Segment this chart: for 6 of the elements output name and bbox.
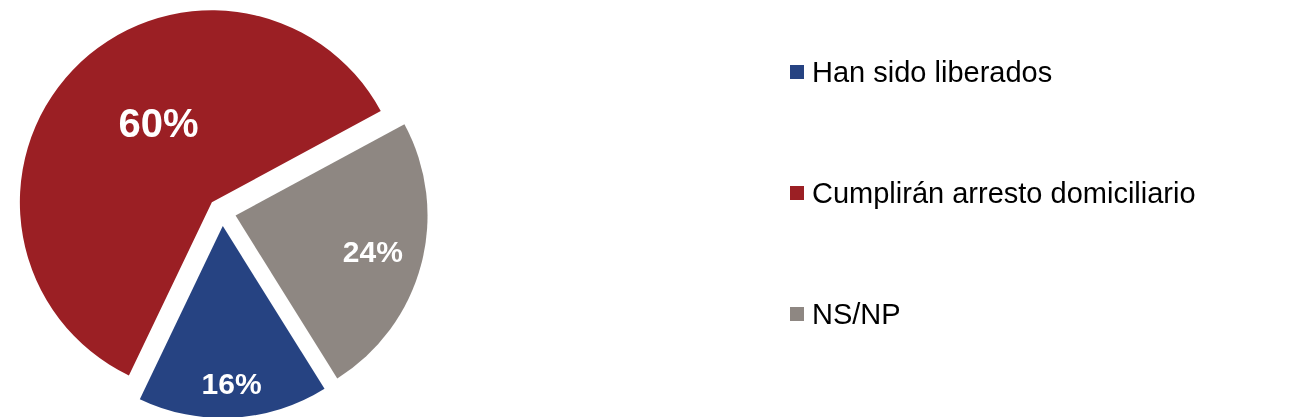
- legend-label: NS/NP: [812, 298, 901, 330]
- data-label: 24%: [342, 235, 403, 269]
- data-label: 60%: [118, 100, 199, 145]
- data-label: 16%: [201, 366, 262, 400]
- legend-label: Cumplirán arresto domiciliario: [812, 177, 1196, 209]
- legend-label: Han sido liberados: [812, 56, 1053, 88]
